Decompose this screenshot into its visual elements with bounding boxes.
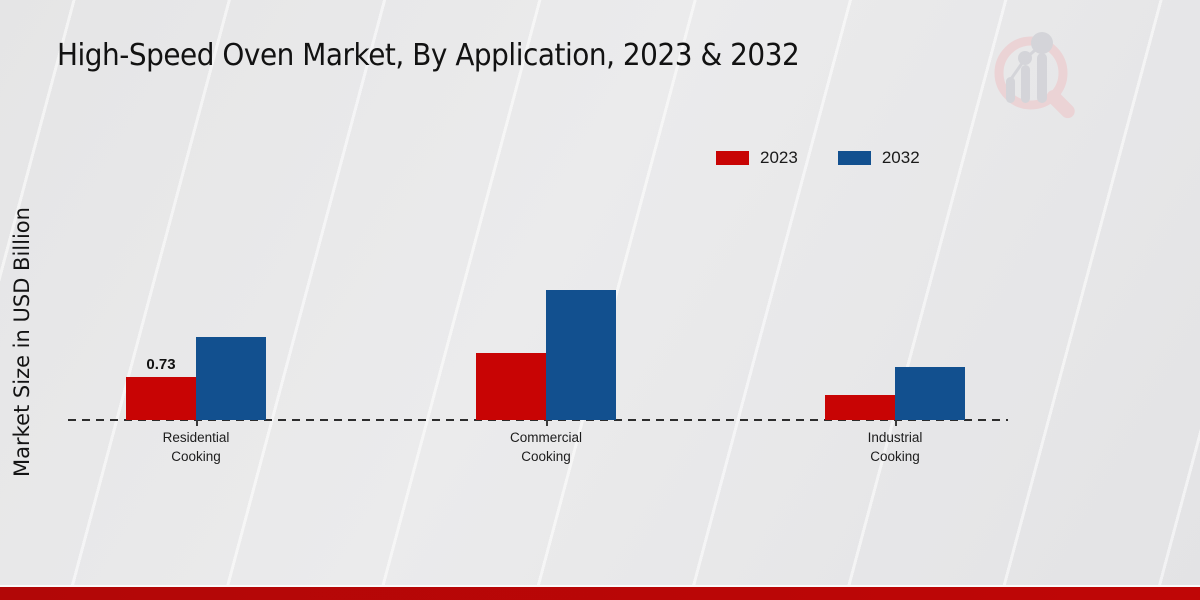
- x-axis-tick: [196, 420, 198, 426]
- legend-label: 2023: [760, 148, 798, 167]
- magnifier-bar-chart-logo-icon: [994, 32, 1075, 119]
- bar-2032-commercial-cooking: [546, 290, 616, 420]
- x-axis-tick: [895, 420, 897, 426]
- legend-swatch: [837, 151, 871, 165]
- bar-2023-residential-cooking: [126, 377, 196, 420]
- legend-label: 2032: [881, 148, 920, 167]
- bar-value-label: 0.73: [146, 356, 176, 373]
- legend-swatch: [716, 151, 749, 165]
- chart-title: High-Speed Oven Market, By Application, …: [57, 38, 800, 73]
- zero-baseline: [68, 419, 1008, 421]
- bar-2023-industrial-cooking: [825, 395, 895, 420]
- x-axis-category-label: Industrial Cooking: [867, 430, 923, 464]
- x-axis-tick: [546, 420, 548, 426]
- legend: 2023 2032: [716, 148, 920, 168]
- footer-accent-bar: [0, 585, 1200, 600]
- bar-2023-commercial-cooking: [476, 353, 546, 420]
- bar-2032-residential-cooking: [196, 337, 266, 420]
- legend-item-2023: 2023: [716, 148, 798, 168]
- x-axis-category-label: Commercial Cooking: [509, 430, 582, 464]
- x-axis-category-label: Residential Cooking: [162, 430, 230, 464]
- legend-item-2032: 2032: [837, 148, 920, 168]
- bar-2032-industrial-cooking: [895, 367, 965, 420]
